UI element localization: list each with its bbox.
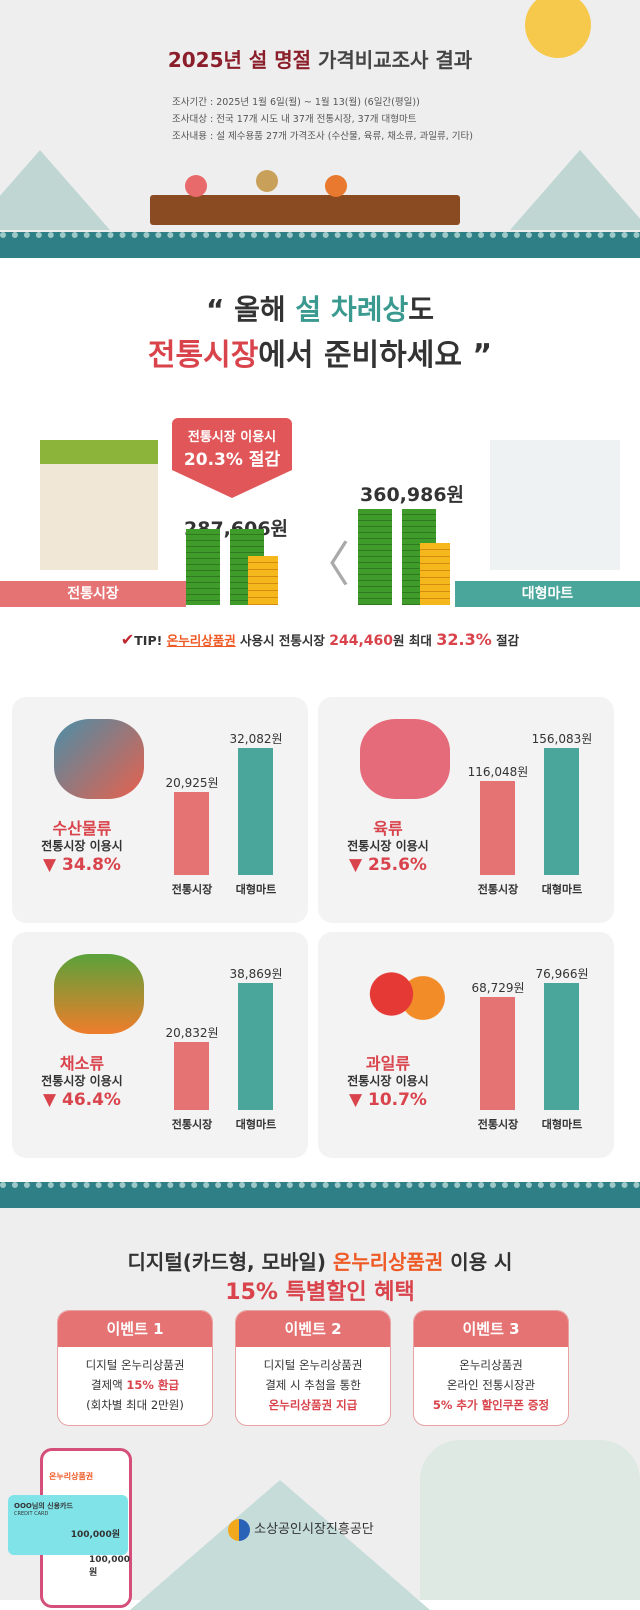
value-label-market: 20,925원 bbox=[165, 776, 219, 790]
header-banner: 2025년 설 명절 가격비교조사 결과 조사기간 : 2025년 1월 6일(… bbox=[0, 0, 640, 240]
mountain-icon bbox=[130, 1480, 430, 1610]
tick-label-mart: 대형마트 bbox=[235, 1118, 277, 1131]
bar-market bbox=[480, 997, 515, 1110]
value-label-market: 68,729원 bbox=[471, 981, 525, 995]
wave-divider bbox=[0, 1182, 640, 1208]
headline-line2: 전통시장에서 준비하세요 ” bbox=[147, 338, 493, 373]
value-label-market: 20,832원 bbox=[165, 1026, 219, 1040]
app-title: 온누리상품권 bbox=[49, 1472, 94, 1481]
check-icon: ✔ bbox=[120, 630, 135, 649]
category-saving: ▼ 10.7% bbox=[349, 1090, 427, 1110]
bar-market bbox=[174, 1042, 209, 1110]
value-label-mart: 156,083원 bbox=[531, 732, 593, 746]
wave-divider bbox=[0, 232, 640, 258]
mart-coin-stack bbox=[420, 543, 450, 605]
category-name: 육류 bbox=[373, 819, 403, 838]
category-saving: ▼ 25.6% bbox=[349, 855, 427, 875]
category-panel: 수산물류 전통시장 이용시 ▼ 34.8% 20,925원 32,082원 전통… bbox=[12, 697, 308, 923]
bar-market bbox=[174, 792, 209, 875]
tip-text: ✔TIP! 온누리상품권 사용시 전통시장 244,460원 최대 32.3% … bbox=[120, 630, 520, 649]
mountain-icon bbox=[0, 150, 110, 230]
value-label-mart: 32,082원 bbox=[229, 732, 283, 746]
market-coin-stack bbox=[248, 556, 278, 605]
category-name: 채소류 bbox=[59, 1054, 105, 1073]
value-label-mart: 38,869원 bbox=[229, 967, 283, 981]
tick-label-mart: 대형마트 bbox=[541, 1118, 583, 1131]
mountain-icon bbox=[510, 150, 640, 230]
bar-mart bbox=[544, 983, 579, 1110]
category-saving: ▼ 34.8% bbox=[43, 855, 121, 875]
category-subtitle: 전통시장 이용시 bbox=[347, 839, 429, 853]
shoppers-illustration bbox=[420, 1440, 640, 1600]
credit-card-illustration: OOO님의 신용카드 CREDIT CARD 100,000원 bbox=[8, 1495, 128, 1555]
pear-icon bbox=[256, 170, 278, 192]
bar-mart bbox=[544, 748, 579, 875]
events-subtitle: 15% 특별할인 혜택 bbox=[225, 1280, 415, 1305]
org-logo-icon bbox=[228, 1518, 250, 1541]
tick-label-market: 전통시장 bbox=[477, 1118, 519, 1131]
mart-total: 360,986원 bbox=[360, 484, 465, 506]
mart-money-stack bbox=[358, 509, 392, 605]
market-stall-illustration bbox=[40, 440, 158, 570]
tick-label-market: 전통시장 bbox=[171, 883, 213, 896]
bar-market bbox=[480, 781, 515, 875]
headline-line1: “ 올해 설 차례상도 bbox=[206, 293, 434, 326]
event-label: 이벤트 3 bbox=[414, 1311, 568, 1347]
event-card: 이벤트 2 디지털 온누리상품권 결제 시 추첨을 통한 온누리상품권 지급 bbox=[235, 1310, 391, 1426]
category-subtitle: 전통시장 이용시 bbox=[41, 1074, 123, 1088]
tick-label-market: 전통시장 bbox=[171, 1118, 213, 1131]
bar-mart bbox=[238, 983, 273, 1110]
org-logo: 소상공인시장진흥공단 bbox=[228, 1518, 374, 1541]
mart-shopper-illustration bbox=[490, 440, 620, 570]
survey-info: 조사기간 : 2025년 1월 6일(월) ~ 1월 13(월) (6일간(평일… bbox=[172, 97, 473, 142]
ancestral-table-icon bbox=[150, 195, 460, 225]
event-body: 디지털 온누리상품권 결제 시 추첨을 통한 온누리상품권 지급 bbox=[263, 1358, 363, 1412]
category-name: 수산물류 bbox=[52, 819, 112, 838]
tick-label-market: 전통시장 bbox=[477, 883, 519, 896]
event-label: 이벤트 1 bbox=[58, 1311, 212, 1347]
event-card: 이벤트 1 디지털 온누리상품권 결제액 15% 환급 (회차별 최대 2만원) bbox=[57, 1310, 213, 1426]
apple-icon bbox=[185, 175, 207, 197]
events-title: 디지털(카드형, 모바일) 온누리상품권 이용 시 bbox=[127, 1250, 513, 1274]
sun-icon bbox=[525, 0, 591, 58]
category-panel: 육류 전통시장 이용시 ▼ 25.6% 116,048원 156,083원 전통… bbox=[318, 697, 614, 923]
meat-icon bbox=[360, 719, 450, 799]
event-body: 디지털 온누리상품권 결제액 15% 환급 (회차별 최대 2만원) bbox=[85, 1358, 185, 1412]
persimmon-icon bbox=[325, 175, 347, 197]
value-label-mart: 76,966원 bbox=[535, 967, 589, 981]
market-money-stack bbox=[186, 529, 220, 605]
event-body: 온누리상품권 온라인 전통시장관 5% 추가 할인쿠폰 증정 bbox=[432, 1358, 550, 1412]
mart-label: 대형마트 bbox=[455, 581, 640, 607]
tick-label-mart: 대형마트 bbox=[235, 883, 277, 896]
value-label-market: 116,048원 bbox=[467, 765, 529, 779]
category-name: 과일류 bbox=[365, 1054, 411, 1073]
event-card: 이벤트 3 온누리상품권 온라인 전통시장관 5% 추가 할인쿠폰 증정 bbox=[413, 1310, 569, 1426]
tick-label-mart: 대형마트 bbox=[541, 883, 583, 896]
down-arrow-icon bbox=[172, 470, 292, 498]
fruit-icon bbox=[360, 954, 450, 1034]
category-subtitle: 전통시장 이용시 bbox=[41, 839, 123, 853]
bar-mart bbox=[238, 748, 273, 875]
vegetable-icon bbox=[54, 954, 144, 1034]
category-subtitle: 전통시장 이용시 bbox=[347, 1074, 429, 1088]
saving-badge: 전통시장 이용시 20.3% 절감 bbox=[172, 418, 292, 470]
fish-shrimp-icon bbox=[54, 719, 144, 799]
category-saving: ▼ 46.4% bbox=[43, 1090, 121, 1110]
market-label: 전통시장 bbox=[0, 581, 186, 607]
page-title: 2025년 설 명절 가격비교조사 결과 bbox=[167, 48, 473, 72]
category-panel: 과일류 전통시장 이용시 ▼ 10.7% 68,729원 76,966원 전통시… bbox=[318, 932, 614, 1158]
event-label: 이벤트 2 bbox=[236, 1311, 390, 1347]
less-than-icon: 〈 bbox=[302, 537, 351, 593]
category-panel: 채소류 전통시장 이용시 ▼ 46.4% 20,832원 38,869원 전통시… bbox=[12, 932, 308, 1158]
